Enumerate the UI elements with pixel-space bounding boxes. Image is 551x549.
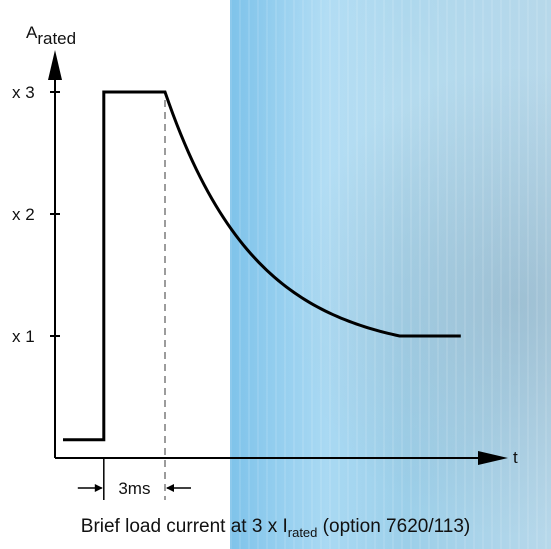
interval-arrowhead-left — [94, 484, 103, 492]
caption-text: Brief load current at 3 x I — [80, 516, 288, 537]
x-axis-label: t — [513, 448, 518, 467]
x-axis-arrow — [478, 451, 508, 465]
y-axis-arrow — [48, 50, 62, 80]
y-axis-label: Arated — [26, 23, 76, 48]
y-ticks: x 1 x 2 x 3 — [12, 83, 60, 346]
interval-arrowhead-right — [166, 484, 174, 492]
duration-annotation: 3ms — [77, 100, 191, 500]
y-tick-label: x 2 — [12, 205, 35, 224]
chart-caption: Brief load current at 3 x Irated (option… — [0, 516, 551, 540]
caption-subscript: rated — [287, 524, 318, 540]
interval-label: 3ms — [118, 479, 150, 498]
y-tick-label: x 3 — [12, 83, 35, 102]
caption-text-end: (option 7620/113) — [317, 516, 471, 537]
y-tick-label: x 1 — [12, 327, 35, 346]
current-line — [63, 90, 461, 442]
current-curve — [63, 90, 461, 442]
axes: Arated t — [26, 23, 518, 467]
